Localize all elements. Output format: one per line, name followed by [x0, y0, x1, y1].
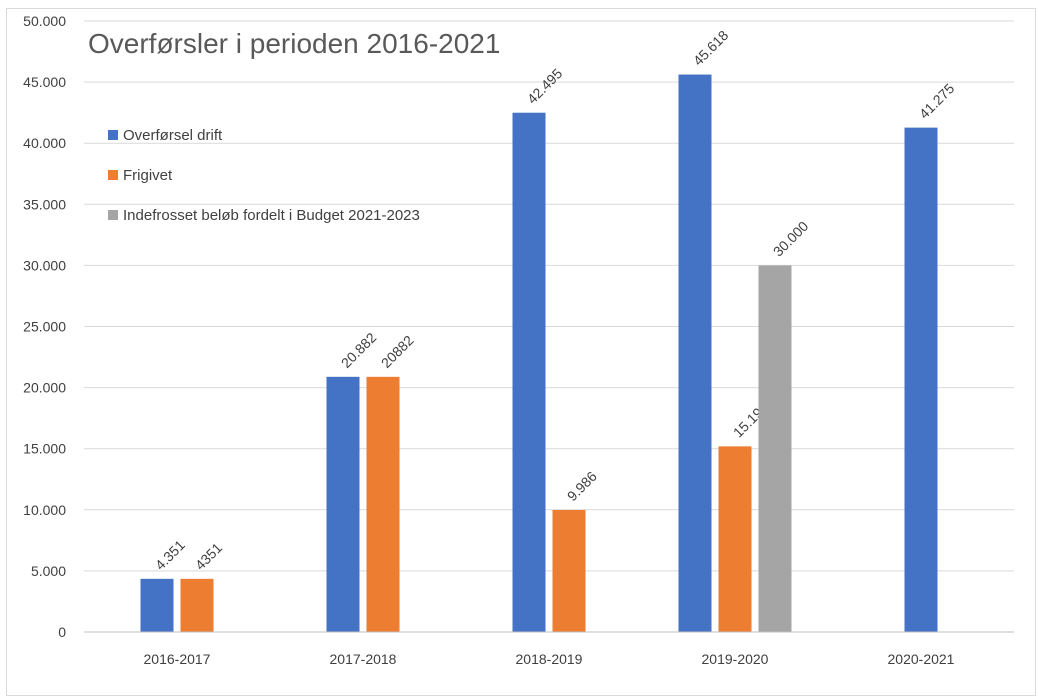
bar-2: [366, 376, 400, 632]
data-label: 20882: [378, 332, 417, 371]
y-tick-label: 20.000: [23, 380, 66, 396]
data-label: 4351: [192, 539, 225, 572]
y-tick-label: 10.000: [23, 502, 66, 518]
y-tick-label: 0: [58, 624, 66, 640]
bar-1: [904, 127, 938, 632]
data-label: 30.000: [770, 218, 812, 260]
chart-legend: Overførsel drift Frigivet Indefrosset belø…: [108, 124, 420, 244]
data-label: 20.882: [338, 329, 380, 371]
data-label: 45.618: [690, 27, 732, 69]
legend-swatch: [108, 210, 118, 220]
x-tick-label: 2017-2018: [330, 651, 397, 667]
y-tick-label: 40.000: [23, 135, 66, 151]
y-tick-label: 45.000: [23, 74, 66, 90]
x-tick-label: 2018-2019: [516, 651, 583, 667]
bar-2: [552, 509, 586, 632]
x-tick-label: 2020-2021: [888, 651, 955, 667]
legend-label: Indefrosset beløb fordelt i Budget 2021-…: [123, 206, 420, 224]
y-tick-label: 35.000: [23, 196, 66, 212]
chart-title: Overførsler i perioden 2016-2021: [88, 28, 501, 59]
bar-1: [326, 376, 360, 632]
x-tick-label: 2019-2020: [702, 651, 769, 667]
legend-swatch: [108, 170, 118, 180]
y-tick-label: 15.000: [23, 441, 66, 457]
y-tick-label: 50.000: [23, 13, 66, 29]
data-label: 9.986: [564, 468, 600, 504]
legend-label: Frigivet: [123, 166, 173, 184]
legend-item: Frigivet: [108, 164, 420, 186]
y-tick-label: 30.000: [23, 257, 66, 273]
data-label: 41.275: [916, 80, 958, 122]
x-tick-label: 2016-2017: [144, 651, 211, 667]
y-tick-label: 5.000: [31, 563, 66, 579]
legend-swatch: [108, 130, 118, 140]
data-label: 42.495: [524, 65, 566, 107]
legend-label: Overførsel drift: [123, 126, 223, 144]
legend-item: Overførsel drift: [108, 124, 420, 146]
data-label: 4.351: [152, 537, 188, 573]
bar-2: [718, 446, 752, 632]
bar-1: [678, 74, 712, 633]
bar-3: [758, 265, 792, 632]
legend-item: Indefrosset beløb fordelt i Budget 2021-…: [108, 204, 420, 226]
bar-2: [180, 578, 214, 632]
bar-1: [512, 112, 546, 632]
bar-1: [140, 578, 174, 632]
y-tick-label: 25.000: [23, 319, 66, 335]
